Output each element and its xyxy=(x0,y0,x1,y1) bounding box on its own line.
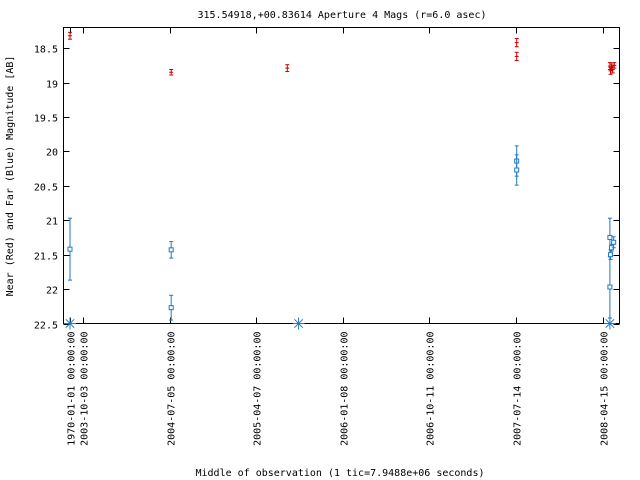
red-data-point xyxy=(514,51,519,62)
y-tick-label: 21 xyxy=(46,217,58,228)
red-data-point xyxy=(514,38,519,48)
x-tick-label: 2008-04-15 00:00:00 xyxy=(600,332,611,446)
y-tick-label: 19.5 xyxy=(34,114,58,125)
y-axis-ticks: 18.5 19 19.5 20 20.5 21 21.5 22 22.5 xyxy=(34,45,620,332)
x-tick-label: 1970-01-01 00:00:00 xyxy=(67,332,78,446)
y-tick-label: 21.5 xyxy=(34,252,58,263)
x-tick-label: 2006-10-11 00:00:00 xyxy=(426,332,437,446)
blue-data-point xyxy=(67,217,73,281)
upper-limit-marker xyxy=(64,317,76,330)
plot-frame xyxy=(63,27,620,324)
y-tick-label: 19 xyxy=(46,80,58,91)
red-data-point xyxy=(612,62,617,69)
blue-data-point xyxy=(607,255,613,319)
x-axis-ticks: 1970-01-01 00:00:00 2003-10-03 00:00:00 20… xyxy=(67,27,611,446)
blue-data-point xyxy=(168,241,174,259)
x-axis-title: Middle of observation (1 tic=7.9488e+06 … xyxy=(196,468,485,479)
upper-limit-marker xyxy=(603,317,616,330)
x-tick-label: 2006-01-08 00:00:00 xyxy=(340,332,351,446)
red-data-point xyxy=(285,64,290,73)
x-tick-label: 2003-10-03 00:00:00 xyxy=(80,332,91,446)
blue-data-point xyxy=(514,154,520,186)
y-tick-label: 20.5 xyxy=(34,183,58,194)
y-tick-label: 22.5 xyxy=(34,321,58,332)
x-tick-label: 2005-04-07 00:00:00 xyxy=(253,332,264,446)
y-tick-label: 20 xyxy=(46,148,58,159)
red-data-point xyxy=(610,65,615,74)
y-tick-label: 18.5 xyxy=(34,45,58,56)
x-tick-label: 2007-07-14 00:00:00 xyxy=(513,332,524,446)
y-tick-label: 22 xyxy=(46,286,58,297)
upper-limit-marker xyxy=(292,317,305,330)
blue-data-point xyxy=(168,294,174,321)
y-axis-title: Near (Red) and Far (Blue) Magnitude [AB] xyxy=(5,56,16,297)
data-marks xyxy=(64,31,617,330)
x-tick-label: 2004-07-05 00:00:00 xyxy=(167,332,178,446)
red-data-point xyxy=(169,68,174,76)
red-data-point xyxy=(68,31,72,40)
chart-title: 315.54918,+00.83614 Aperture 4 Mags (r=6… xyxy=(198,10,487,21)
blue-data-point xyxy=(611,236,617,249)
